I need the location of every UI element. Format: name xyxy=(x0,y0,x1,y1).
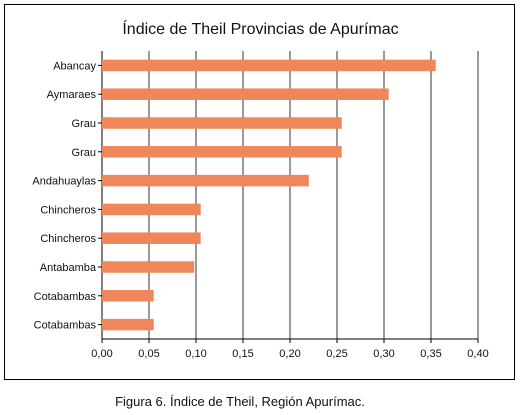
category-label: Grau xyxy=(72,147,96,159)
bar xyxy=(102,290,154,302)
x-tick-label: 0,35 xyxy=(420,348,441,360)
category-label: Chincheros xyxy=(40,204,96,216)
category-label: Cotabambas xyxy=(34,291,97,303)
x-tick-label: 0,15 xyxy=(232,348,253,360)
chart-frame: Índice de Theil Provincias de Apurímac 0… xyxy=(4,4,515,380)
bar xyxy=(102,318,154,331)
bar-chart: 0,00 0,05 0,10 0,15 0,20 0,25 0,30 0,35 0,40 Aban… xyxy=(32,51,489,360)
bar xyxy=(102,88,389,100)
category-label: Antabamba xyxy=(40,262,97,274)
bar xyxy=(102,203,201,216)
category-label: Grau xyxy=(72,118,96,130)
bar xyxy=(102,174,309,187)
x-tick-label: 0,25 xyxy=(326,348,347,360)
category-label: Andahuaylas xyxy=(32,176,96,188)
x-tick-label: 0,40 xyxy=(467,348,488,360)
category-label: Cotabambas xyxy=(34,320,97,332)
category-label: Chincheros xyxy=(40,233,96,245)
category-label: Abancay xyxy=(53,60,96,72)
bar xyxy=(102,261,195,273)
x-tick-label: 0,05 xyxy=(138,348,159,360)
chart-title: Índice de Theil Provincias de Apurímac xyxy=(122,21,399,38)
x-tick-label: 0,00 xyxy=(91,348,112,360)
category-label: Aymaraes xyxy=(47,89,97,101)
bar xyxy=(102,117,342,129)
bar xyxy=(102,59,436,72)
bar xyxy=(102,146,342,158)
figure-caption: Figura 6. Índice de Theil, Región Apurím… xyxy=(115,394,365,409)
bar xyxy=(102,232,201,244)
x-tick-label: 0,30 xyxy=(373,348,394,360)
x-tick-label: 0,20 xyxy=(279,348,300,360)
x-tick-label: 0,10 xyxy=(185,348,206,360)
